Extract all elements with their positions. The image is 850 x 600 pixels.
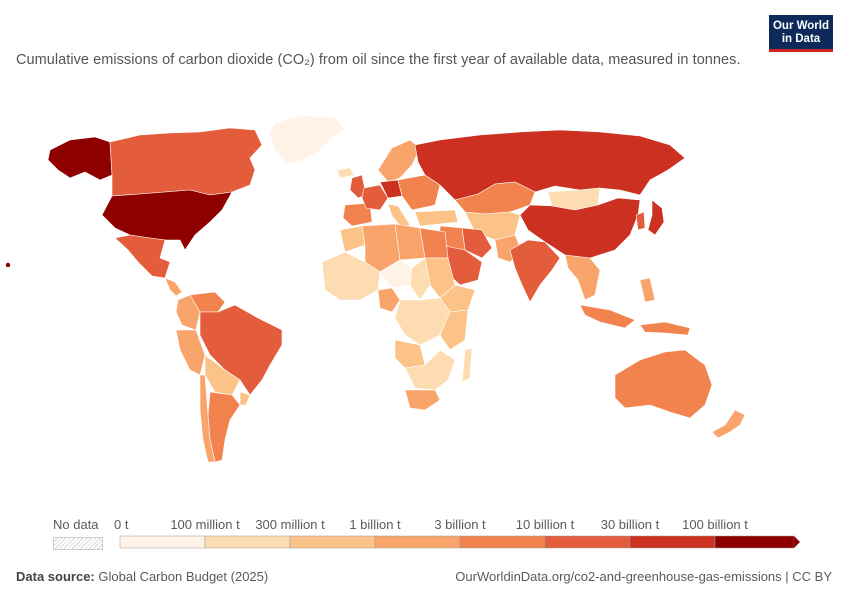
region-usa[interactable]: [101, 189, 233, 251]
region-nigeria[interactable]: [377, 287, 401, 313]
region-france[interactable]: [361, 184, 389, 211]
region-korea[interactable]: [635, 211, 646, 231]
data-source: Data source: Global Carbon Budget (2025): [16, 569, 268, 584]
region-greenland[interactable]: [269, 115, 346, 165]
region-south-africa[interactable]: [404, 389, 441, 411]
legend-label: 0 t: [114, 517, 129, 532]
region-new-zealand[interactable]: [711, 409, 746, 439]
data-source-text: Global Carbon Budget (2025): [98, 569, 269, 584]
region-egypt[interactable]: [419, 227, 449, 259]
owid-logo[interactable]: Our World in Data: [769, 15, 833, 52]
legend-no-data-label: No data: [53, 517, 99, 532]
legend-swatch[interactable]: [289, 535, 376, 549]
region-china[interactable]: [519, 197, 641, 259]
region-morocco[interactable]: [339, 225, 366, 253]
region-chile[interactable]: [199, 374, 216, 463]
source-url-link[interactable]: OurWorldinData.org/co2-and-greenhouse-ga…: [455, 569, 832, 584]
region-central-america[interactable]: [164, 277, 183, 297]
legend-swatch[interactable]: [544, 535, 631, 549]
region-southern-africa[interactable]: [404, 349, 456, 391]
data-source-label: Data source:: [16, 569, 95, 584]
region-scandinavia[interactable]: [377, 139, 421, 183]
region-uruguay[interactable]: [239, 391, 251, 406]
legend-label: 300 million t: [255, 517, 325, 532]
region-indonesia-east[interactable]: [639, 321, 691, 336]
region-east-africa[interactable]: [439, 309, 469, 351]
legend-label: 100 million t: [170, 517, 240, 532]
region-japan[interactable]: [647, 199, 665, 236]
region-indonesia[interactable]: [579, 304, 636, 329]
region-russia[interactable]: [414, 129, 686, 201]
region-chad[interactable]: [409, 257, 431, 301]
region-australia[interactable]: [614, 349, 713, 419]
region-india[interactable]: [509, 239, 561, 303]
legend-swatch[interactable]: [629, 535, 716, 549]
legend-bar: [119, 535, 800, 549]
legend-swatch[interactable]: [374, 535, 461, 549]
legend-label: 10 billion t: [515, 517, 575, 532]
legend-swatch[interactable]: [119, 535, 206, 549]
legend-arrow: [794, 536, 800, 548]
legend-label: 100 billion t: [682, 517, 748, 532]
region-mexico[interactable]: [114, 234, 171, 279]
region-turkey[interactable]: [414, 209, 459, 227]
legend-no-data-swatch: [53, 537, 103, 550]
legend-label: 1 billion t: [349, 517, 401, 532]
region-madagascar[interactable]: [461, 347, 473, 383]
region-iceland[interactable]: [336, 167, 355, 179]
region-alaska[interactable]: [47, 136, 113, 181]
legend-label: 30 billion t: [600, 517, 660, 532]
legend-label: 3 billion t: [434, 517, 486, 532]
region-hawaii[interactable]: [5, 262, 11, 268]
legend-swatch[interactable]: [714, 535, 795, 549]
region-philippines[interactable]: [639, 277, 656, 303]
region-brazil[interactable]: [199, 304, 283, 396]
region-canada[interactable]: [109, 127, 263, 197]
chart-subtitle: Cumulative emissions of carbon dioxide (…: [16, 52, 741, 68]
legend-swatch[interactable]: [204, 535, 291, 549]
legend-swatch[interactable]: [459, 535, 546, 549]
region-se-asia[interactable]: [564, 254, 601, 301]
logo-line-1: Our World: [772, 20, 829, 32]
logo-line-2: in Data: [781, 33, 821, 45]
